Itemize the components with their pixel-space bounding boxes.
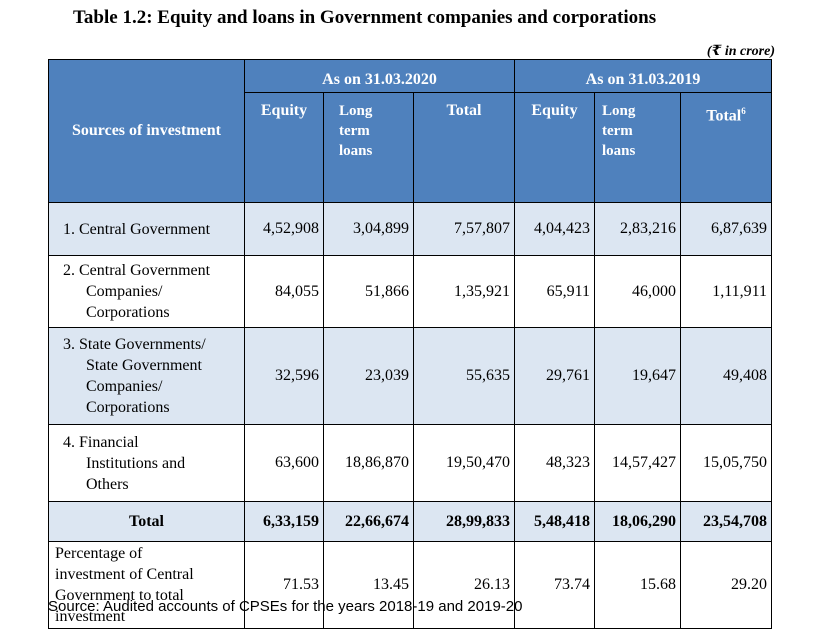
value-cell: 4,52,908	[244, 202, 324, 256]
header-total-2020: Total	[413, 92, 515, 203]
value-cell: 28,99,833	[413, 501, 515, 542]
header-equity-2020: Equity	[244, 92, 324, 203]
value-cell: 6,33,159	[244, 501, 324, 542]
value-cell: 23,54,708	[680, 501, 772, 542]
value-cell: 6,87,639	[680, 202, 772, 256]
equity-loans-table: Sources of investment As on 31.03.2020 A…	[48, 59, 772, 629]
value-cell: 19,50,470	[413, 424, 515, 502]
value-cell: 4,04,423	[514, 202, 595, 256]
value-cell: 7,57,807	[413, 202, 515, 256]
value-cell: 19,647	[594, 327, 681, 425]
source-note: Source: Audited accounts of CPSEs for th…	[48, 598, 523, 615]
value-cell: 22,66,674	[323, 501, 414, 542]
value-cell: 2,83,216	[594, 202, 681, 256]
row-label: 4. Financial Institutions and Others	[48, 424, 245, 502]
value-cell: 5,48,418	[514, 501, 595, 542]
header-total-2019: Total6	[680, 92, 772, 203]
value-cell: 84,055	[244, 255, 324, 328]
percentage-row: Percentage of investment of Central Gove…	[48, 541, 772, 629]
table-row: 2. Central Government Companies/ Corpora…	[48, 255, 772, 328]
value-cell: 26.13	[413, 541, 515, 629]
unit-note: (₹ in crore)	[706, 44, 775, 59]
footnote-mark: 6	[741, 106, 746, 116]
table-row: 4. Financial Institutions and Others 63,…	[48, 424, 772, 502]
value-cell: 29.20	[680, 541, 772, 629]
value-cell: 48,323	[514, 424, 595, 502]
value-cell: 14,57,427	[594, 424, 681, 502]
value-cell: 1,11,911	[680, 255, 772, 328]
percentage-label: Percentage of investment of Central Gove…	[48, 541, 245, 629]
value-cell: 13.45	[323, 541, 414, 629]
header-loans-2020: Long term loans	[323, 92, 414, 203]
value-cell: 29,761	[514, 327, 595, 425]
header-loans-2019: Long term loans	[594, 92, 681, 203]
header-period-2019: As on 31.03.2019	[514, 59, 772, 93]
table-row: 3. State Governments/ State Government C…	[48, 327, 772, 425]
value-cell: 18,86,870	[323, 424, 414, 502]
value-cell: 51,866	[323, 255, 414, 328]
header-period-2020: As on 31.03.2020	[244, 59, 515, 93]
value-cell: 71.53	[244, 541, 324, 629]
table-title: Table 1.2: Equity and loans in Governmen…	[73, 7, 657, 28]
total-label: Total	[48, 501, 245, 542]
row-label: 1. Central Government	[48, 202, 245, 256]
value-cell: 1,35,921	[413, 255, 515, 328]
row-label: 2. Central Government Companies/ Corpora…	[48, 255, 245, 328]
value-cell: 46,000	[594, 255, 681, 328]
header-sources: Sources of investment	[48, 59, 245, 203]
value-cell: 32,596	[244, 327, 324, 425]
table-row: 1. Central Government 4,52,908 3,04,899 …	[48, 202, 772, 256]
value-cell: 49,408	[680, 327, 772, 425]
value-cell: 55,635	[413, 327, 515, 425]
value-cell: 23,039	[323, 327, 414, 425]
total-row: Total 6,33,159 22,66,674 28,99,833 5,48,…	[48, 501, 772, 542]
value-cell: 15.68	[594, 541, 681, 629]
value-cell: 73.74	[514, 541, 595, 629]
value-cell: 18,06,290	[594, 501, 681, 542]
value-cell: 3,04,899	[323, 202, 414, 256]
value-cell: 65,911	[514, 255, 595, 328]
row-label: 3. State Governments/ State Government C…	[48, 327, 245, 425]
value-cell: 15,05,750	[680, 424, 772, 502]
value-cell: 63,600	[244, 424, 324, 502]
header-equity-2019: Equity	[514, 92, 595, 203]
